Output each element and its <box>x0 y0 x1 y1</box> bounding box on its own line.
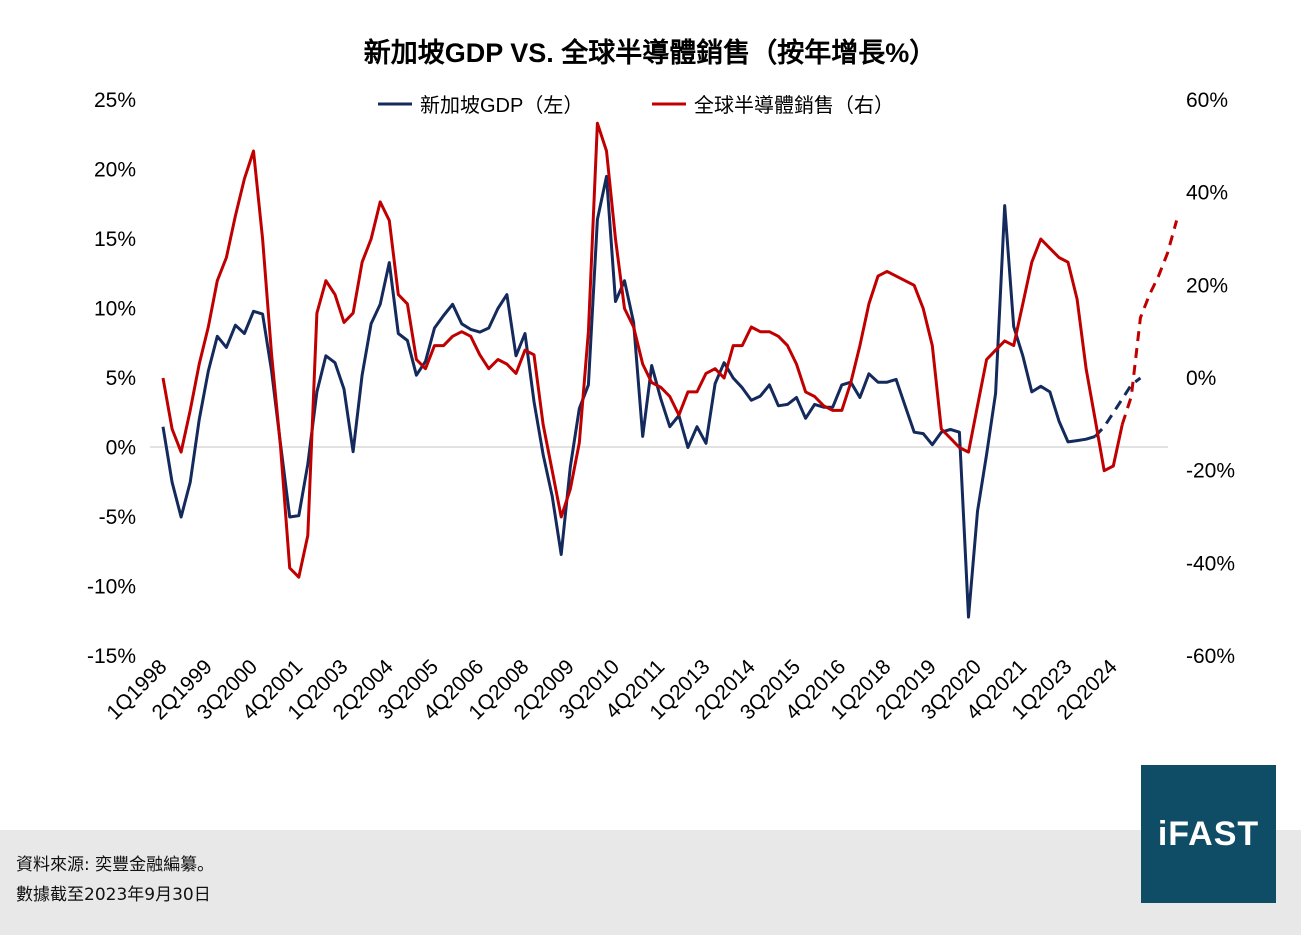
date-note: 數據截至2023年9月30日 <box>16 885 211 905</box>
right-tick-label: -20% <box>1186 460 1235 483</box>
right-tick-label: -40% <box>1186 552 1235 575</box>
right-tick-label: 60% <box>1186 89 1228 112</box>
right-axis-ticks: -60% -40% -20% 0% 20% 40% 60% <box>1186 89 1235 668</box>
series-forecast-0 <box>1094 376 1142 438</box>
chart-title: 新加坡GDP VS. 全球半導體銷售（按年增長%） <box>364 37 937 68</box>
series-line-0 <box>161 174 1096 619</box>
legend-label-gdp: 新加坡GDP（左） <box>420 94 583 117</box>
left-tick-label: -10% <box>87 576 136 599</box>
chart: 新加坡GDP VS. 全球半導體銷售（按年增長%） 新加坡GDP（左） 全球半導… <box>87 37 1235 724</box>
logo-text: iFAST <box>1157 814 1260 853</box>
right-tick-label: 0% <box>1186 367 1216 390</box>
left-tick-label: 20% <box>94 159 136 182</box>
left-tick-label: -15% <box>87 645 136 668</box>
footer: 資料來源: 奕豐金融編纂。 數據截至2023年9月30日 <box>0 830 1301 935</box>
series-forecast-1 <box>1120 220 1179 425</box>
left-tick-label: 5% <box>106 367 136 390</box>
legend: 新加坡GDP（左） 全球半導體銷售（右） <box>378 94 894 117</box>
source-note: 資料來源: 奕豐金融編纂。 <box>16 855 215 875</box>
series-layer <box>161 121 1179 619</box>
left-axis-ticks: -15% -10% -5% 0% 5% 10% 15% 20% 25% <box>87 89 136 668</box>
ifast-logo: iFAST <box>1141 765 1276 903</box>
right-tick-label: 40% <box>1186 182 1228 205</box>
legend-label-semi: 全球半導體銷售（右） <box>694 94 894 117</box>
left-tick-label: -5% <box>99 506 136 529</box>
right-tick-label: -60% <box>1186 645 1235 668</box>
left-tick-label: 10% <box>94 298 136 321</box>
left-tick-label: 25% <box>94 89 136 112</box>
left-tick-label: 0% <box>106 437 136 460</box>
left-tick-label: 15% <box>94 228 136 251</box>
series-line-1 <box>161 121 1124 579</box>
right-tick-label: 20% <box>1186 274 1228 297</box>
x-axis-ticks: 1Q19982Q19993Q20004Q20011Q20032Q20043Q20… <box>102 655 1122 724</box>
